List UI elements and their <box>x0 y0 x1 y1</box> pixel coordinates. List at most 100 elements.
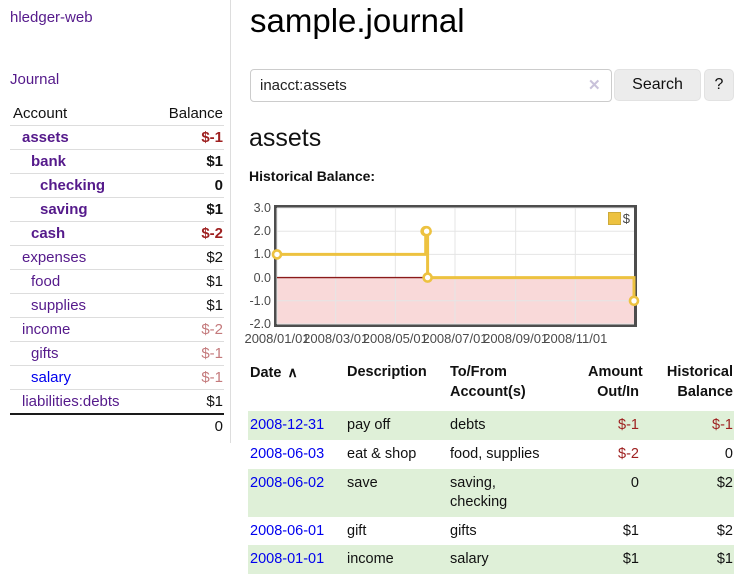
account-balance: $-2 <box>201 321 223 338</box>
x-axis-tick-label: 2008/01/01 <box>244 331 310 346</box>
description-column-header: Description <box>347 364 427 380</box>
transaction-description: pay off <box>347 417 391 434</box>
transaction-amount: $1 <box>622 522 639 539</box>
chart-canvas <box>271 207 640 325</box>
x-axis-tick-label: 2008/03/01 <box>303 331 369 346</box>
transaction-row: 2008-12-31 pay off debts $-1 $-1 <box>248 411 734 440</box>
x-axis-tick-label: 2008/09/01 <box>483 331 549 346</box>
y-axis-tick-label: -2.0 <box>249 317 271 331</box>
account-link-expenses[interactable]: expenses <box>22 249 87 266</box>
register-table: Date ∧ Description To/From Account(s) Amo… <box>248 361 734 575</box>
account-link-food[interactable]: food <box>31 273 61 290</box>
transaction-accounts: food, supplies <box>450 445 540 462</box>
transaction-date-link[interactable]: 2008-06-01 <box>250 522 325 539</box>
accounts-total-row: 0 <box>10 414 224 438</box>
transaction-description: gift <box>347 522 367 539</box>
account-balance: $-2 <box>201 225 223 242</box>
balance-column-header: Balance <box>168 105 223 122</box>
account-link-assets[interactable]: assets <box>22 129 69 146</box>
account-row: salary $-1 <box>10 365 224 390</box>
historical-balance-chart: 3.0 2.0 1.0 0.0 -1.0 -2.0 $ 2008/01/01 2008/03… <box>244 201 642 346</box>
legend-label: $ <box>622 211 630 226</box>
balance-column-header: Historical Balance <box>640 361 734 411</box>
search-button[interactable]: Search <box>614 69 701 101</box>
transaction-balance: $1 <box>716 551 733 568</box>
y-axis-tick-label: 1.0 <box>253 247 271 262</box>
transaction-accounts: saving, checking <box>450 474 508 510</box>
account-balance: $1 <box>206 297 223 314</box>
account-heading: assets <box>249 124 322 152</box>
account-row: food $1 <box>10 269 224 294</box>
transaction-description: eat & shop <box>347 445 417 462</box>
account-link-supplies[interactable]: supplies <box>31 297 87 314</box>
help-button[interactable]: ? <box>704 69 734 101</box>
x-axis-tick-label: 2008/07/01 <box>422 331 488 346</box>
transaction-description: income <box>347 551 394 568</box>
chart-legend: $ <box>607 211 630 226</box>
sidebar-item-journal[interactable]: Journal <box>10 71 60 88</box>
transaction-amount: $1 <box>622 551 639 568</box>
account-balance: $1 <box>206 201 223 218</box>
account-row: expenses $2 <box>10 245 224 270</box>
register-header-row: Date ∧ Description To/From Account(s) Amo… <box>248 361 734 411</box>
account-link-income[interactable]: income <box>22 321 71 338</box>
page-title: sample.journal <box>250 2 465 39</box>
transaction-amount: $-1 <box>618 417 639 434</box>
balance-header-line2: Balance <box>677 383 733 400</box>
y-axis-tick-label: -1.0 <box>249 293 271 308</box>
account-link-liabilities-debts[interactable]: liabilities:debts <box>22 393 120 410</box>
transaction-row: 2008-06-01 gift gifts $1 $2 <box>248 517 734 546</box>
transaction-row: 2008-01-01 income salary $1 $1 <box>248 545 734 575</box>
account-row: cash $-2 <box>10 221 224 246</box>
accounts-column-header: To/From Account(s) <box>448 361 586 411</box>
account-balance: $1 <box>206 393 223 410</box>
app-title-link[interactable]: hledger-web <box>10 9 93 26</box>
account-link-checking[interactable]: checking <box>40 177 106 194</box>
y-axis-tick-label: 2.0 <box>253 224 271 239</box>
account-link-bank[interactable]: bank <box>31 153 67 170</box>
account-link-salary[interactable]: salary <box>31 369 72 386</box>
account-row: liabilities:debts $1 <box>10 389 224 415</box>
date-column-header[interactable]: Date ∧ <box>248 361 345 411</box>
account-balance: $2 <box>206 249 223 266</box>
accounts-table: Account Balance assets $-1 bank $1 check… <box>10 102 224 438</box>
accounts-table-header: Account Balance <box>10 102 224 126</box>
transaction-row: 2008-06-02 save saving, checking 0 $2 <box>248 468 734 517</box>
balance-header-line1: Historical <box>666 364 733 380</box>
account-column-header: Account <box>13 105 68 122</box>
account-row: bank $1 <box>10 149 224 174</box>
account-link-saving[interactable]: saving <box>40 201 88 218</box>
chart-section-label: Historical Balance: <box>249 168 376 184</box>
account-link-cash[interactable]: cash <box>31 225 66 242</box>
transaction-accounts: debts <box>450 417 486 434</box>
transaction-row: 2008-06-03 eat & shop food, supplies $-2… <box>248 440 734 469</box>
transaction-date-link[interactable]: 2008-06-03 <box>250 445 325 462</box>
clear-search-icon[interactable]: ✕ <box>588 77 601 94</box>
transaction-date-link[interactable]: 2008-12-31 <box>250 417 325 434</box>
transaction-balance: $2 <box>716 522 733 539</box>
y-axis-tick-label: 0.0 <box>253 270 271 285</box>
transaction-description: save <box>347 474 378 491</box>
transaction-accounts: salary <box>450 551 489 568</box>
transaction-date-link[interactable]: 2008-01-01 <box>250 551 325 568</box>
account-row: assets $-1 <box>10 125 224 150</box>
account-link-gifts[interactable]: gifts <box>31 345 59 362</box>
account-balance: $-1 <box>201 345 223 362</box>
account-row: supplies $1 <box>10 293 224 318</box>
search-input[interactable] <box>250 69 612 102</box>
transaction-amount: 0 <box>630 474 639 491</box>
chart-plot-area: $ <box>271 205 640 327</box>
transaction-date-link[interactable]: 2008-06-02 <box>250 474 325 491</box>
x-axis-tick-label: 2008/11/01 <box>543 331 608 346</box>
sidebar: hledger-web Journal Account Balance asse… <box>0 0 231 443</box>
date-header-label: Date <box>250 365 282 381</box>
transaction-balance: $-1 <box>712 417 733 434</box>
x-axis-tick-label: 2008/05/01 <box>362 331 428 346</box>
accounts-header-line1: To/From <box>450 364 507 380</box>
account-balance: $1 <box>206 273 223 290</box>
sort-ascending-icon: ∧ <box>287 364 297 380</box>
account-balance: $-1 <box>201 129 223 146</box>
amount-header-line2: Out/In <box>597 383 639 400</box>
accounts-header-line2: Account(s) <box>450 383 526 400</box>
amount-header-line1: Amount <box>588 364 643 380</box>
